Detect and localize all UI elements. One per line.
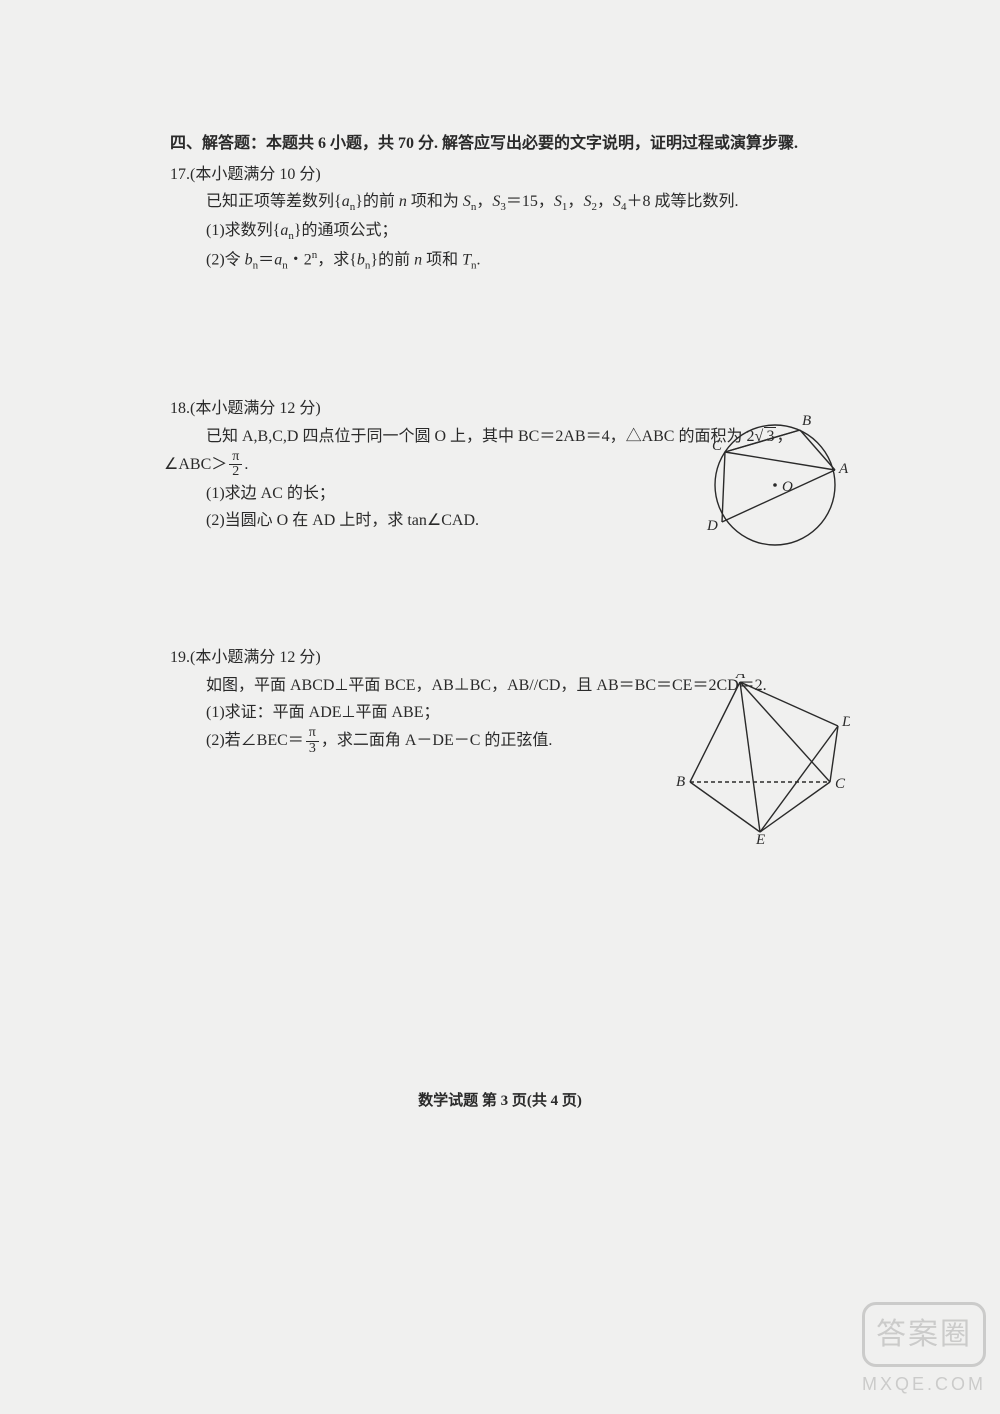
q17-points: (本小题满分 10 分): [190, 166, 321, 183]
svg-text:B: B: [802, 413, 811, 429]
exam-page: 四、解答题：本题共 6 小题，共 70 分. 解答应写出必要的文字说明，证明过程…: [0, 0, 1000, 1414]
svg-text:B: B: [676, 774, 685, 790]
q19-number: 19.: [170, 649, 190, 666]
figure-18-svg: A B C D O: [690, 405, 850, 565]
q19-points: (本小题满分 12 分): [190, 649, 321, 666]
figure-19-svg: A B C D E: [670, 674, 850, 844]
svg-text:D: D: [841, 714, 850, 730]
svg-text:O: O: [782, 479, 793, 495]
q17-sub1: (1)求数列{an}的通项公式；: [170, 217, 840, 246]
svg-text:E: E: [755, 832, 765, 844]
question-17: 17.(本小题满分 10 分) 已知正项等差数列{an}的前 n 项和为 Sn，…: [170, 161, 840, 275]
q17-stem: 已知正项等差数列{an}的前 n 项和为 Sn，S3＝15，S1，S2，S4＋8…: [170, 188, 840, 217]
page-footer: 数学试题 第 3 页(共 4 页): [0, 1089, 1000, 1115]
q17-number: 17.: [170, 166, 190, 183]
q18-number: 18.: [170, 400, 190, 417]
svg-text:A: A: [735, 674, 746, 682]
watermark-line2: MXQE.COM: [862, 1369, 986, 1400]
figure-19: A B C D E: [670, 674, 850, 844]
svg-text:C: C: [835, 776, 846, 792]
question-19: 19.(本小题满分 12 分) 如图，平面 ABCD⊥平面 BCE，AB⊥BC，…: [170, 644, 840, 756]
svg-text:C: C: [712, 438, 723, 454]
svg-text:A: A: [838, 461, 849, 477]
watermark-line1: 答案圈: [862, 1302, 986, 1367]
q19-heading: 19.(本小题满分 12 分): [170, 644, 840, 671]
figure-18: A B C D O: [690, 405, 850, 565]
q17-sub2: (2)令 bn＝an・2n，求{bn}的前 n 项和 Tn.: [170, 246, 840, 275]
watermark: 答案圈 MXQE.COM: [862, 1302, 986, 1400]
svg-text:D: D: [706, 518, 718, 534]
section-header: 四、解答题：本题共 6 小题，共 70 分. 解答应写出必要的文字说明，证明过程…: [170, 130, 840, 157]
question-18: 18.(本小题满分 12 分) 已知 A,B,C,D 四点位于同一个圆 O 上，…: [170, 395, 840, 534]
q18-points: (本小题满分 12 分): [190, 400, 321, 417]
q17-heading: 17.(本小题满分 10 分): [170, 161, 840, 188]
